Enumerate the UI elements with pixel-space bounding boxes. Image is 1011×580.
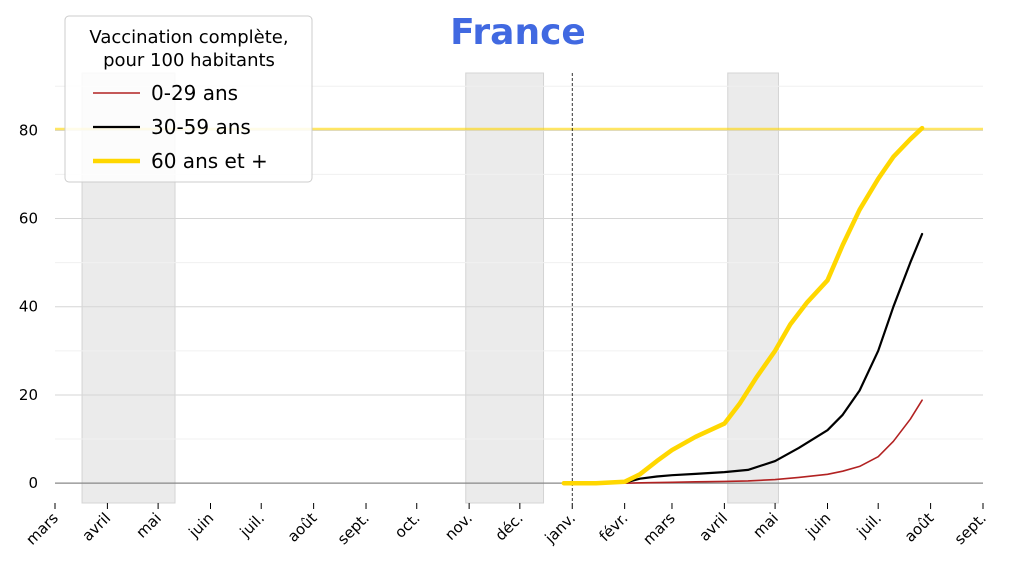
x-tick-label: juil. — [853, 509, 885, 541]
x-tick-label: févr. — [595, 509, 631, 545]
series-line-3 — [561, 125, 925, 486]
y-tick-label: 80 — [19, 121, 38, 139]
legend-label-3: 60 ans et + — [151, 149, 268, 173]
x-tick-label: oct. — [391, 509, 424, 542]
x-tick-label: janv. — [541, 509, 579, 547]
x-tick-label: juin — [185, 509, 218, 542]
chart-title: France — [450, 12, 586, 53]
series-line-2 — [562, 232, 924, 485]
x-tick-label: mars — [639, 509, 679, 549]
shaded-period-2 — [465, 72, 545, 504]
legend: Vaccination complète,pour 100 habitants 0… — [64, 15, 313, 183]
legend-label-2: 30-59 ans — [151, 115, 251, 139]
x-tick-label: sept. — [334, 509, 373, 548]
x-tick-label: avril — [78, 509, 114, 545]
shaded-period-3 — [727, 72, 779, 504]
x-tick-label: déc. — [491, 509, 526, 544]
y-tick-label: 60 — [19, 210, 38, 228]
x-tick-label: nov. — [441, 509, 476, 544]
x-tick-label: mai — [749, 509, 782, 542]
series-line-1 — [562, 399, 923, 485]
x-tick-label: août — [284, 509, 321, 546]
legend-title-line: Vaccination complète, — [89, 27, 288, 48]
x-axis-ticks: mars avril mai juin juil. août sept. oct. nov. dé… — [22, 503, 990, 549]
legend-label-1: 0-29 ans — [151, 81, 238, 105]
series-lines — [561, 125, 925, 486]
y-tick-label: 40 — [19, 298, 38, 316]
x-tick-label: sept. — [951, 509, 990, 548]
x-tick-label: avril — [695, 509, 731, 545]
x-tick-label: mai — [132, 509, 165, 542]
x-tick-label: juin — [802, 509, 835, 542]
x-tick-label: mars — [22, 509, 62, 549]
y-tick-label: 0 — [28, 474, 38, 492]
legend-box — [64, 15, 313, 183]
x-tick-label: août — [901, 509, 938, 546]
legend-title-line: pour 100 habitants — [103, 50, 275, 71]
y-tick-label: 20 — [19, 386, 38, 404]
y-axis-ticks: 0 20 40 60 80 — [19, 121, 38, 492]
x-tick-label: juil. — [236, 509, 268, 541]
